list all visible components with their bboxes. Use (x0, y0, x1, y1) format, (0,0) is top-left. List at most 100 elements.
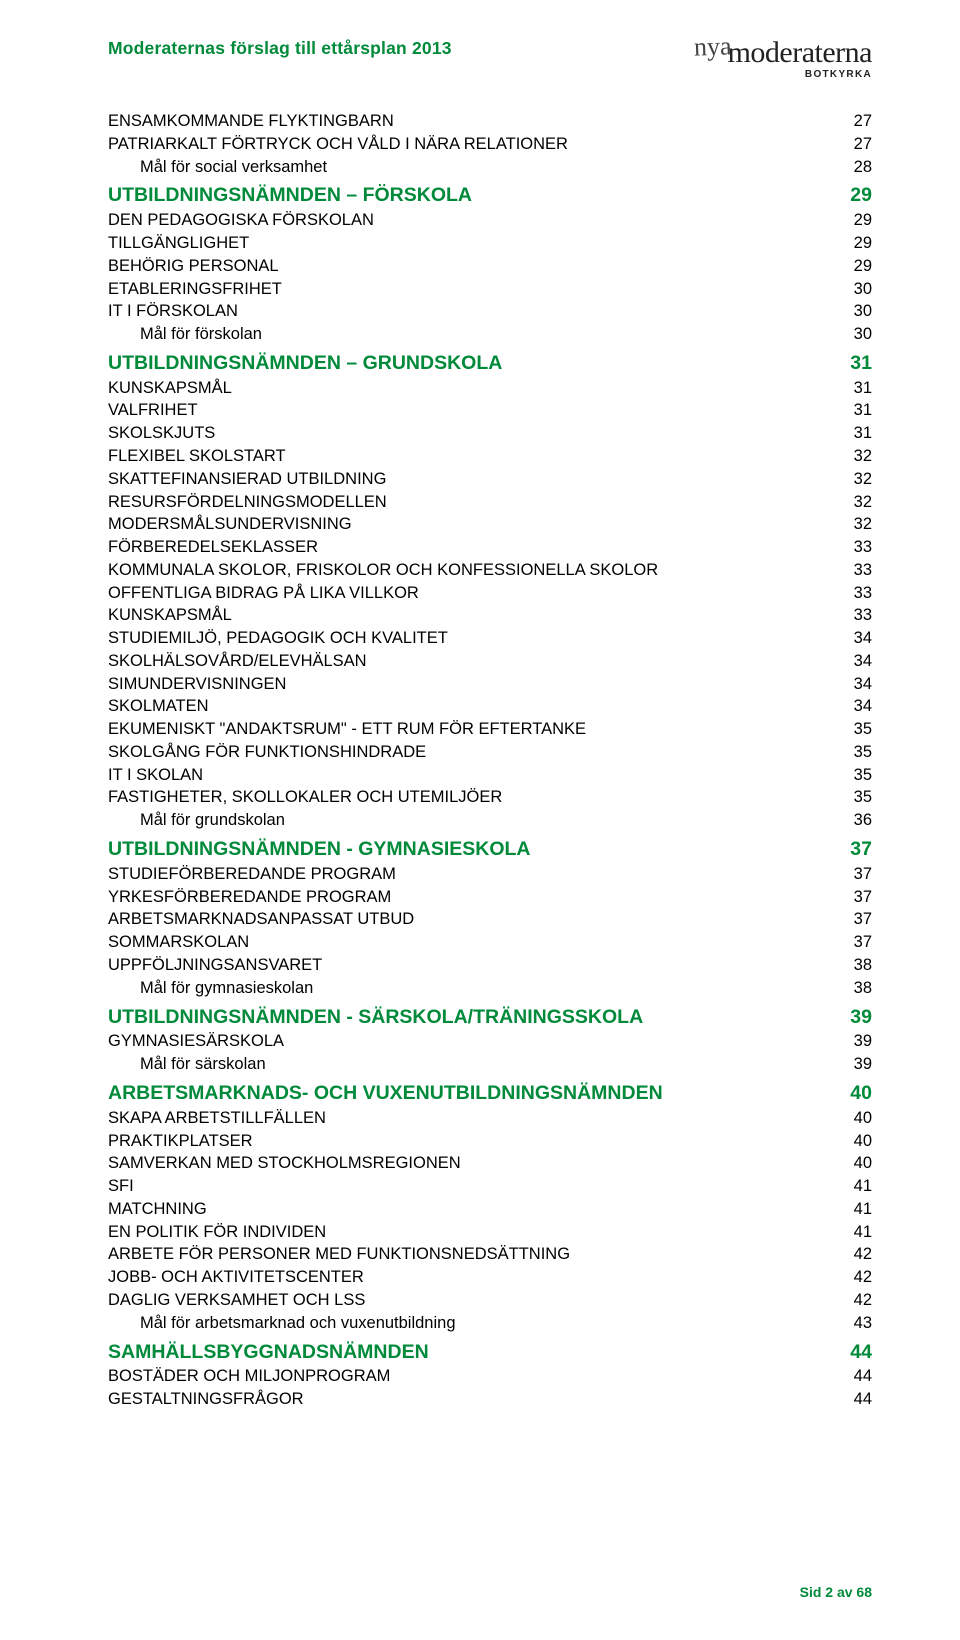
toc-entry: UTBILDNINGSNÄMNDEN – FÖRSKOLA 29 (108, 182, 872, 209)
toc-label: UPPFÖLJNINGSANSVARET (108, 954, 322, 977)
toc-label: SKOLMATEN (108, 695, 209, 718)
toc-page: 28 (850, 156, 872, 179)
toc-label: Mål för grundskolan (140, 809, 285, 832)
toc-label: SKATTEFINANSIERAD UTBILDNING (108, 468, 386, 491)
toc-entry: FÖRBEREDELSEKLASSER 33 (108, 536, 872, 559)
toc-entry: SKOLHÄLSOVÅRD/ELEVHÄLSAN 34 (108, 650, 872, 673)
toc-label: UTBILDNINGSNÄMNDEN - GYMNASIESKOLA (108, 836, 531, 863)
toc-label: TILLGÄNGLIGHET (108, 232, 249, 255)
toc-label: IT I FÖRSKOLAN (108, 300, 238, 323)
toc-page: 40 (850, 1107, 872, 1130)
toc-entry: BOSTÄDER OCH MILJONPROGRAM 44 (108, 1365, 872, 1388)
toc-label: Mål för arbetsmarknad och vuxenutbildnin… (140, 1312, 456, 1335)
toc-page: 31 (850, 399, 872, 422)
toc-entry: IT I SKOLAN 35 (108, 764, 872, 787)
table-of-contents: ENSAMKOMMANDE FLYKTINGBARN 27PATRIARKALT… (108, 110, 872, 1411)
toc-label: SKOLSKJUTS (108, 422, 215, 445)
toc-page: 33 (850, 559, 872, 582)
toc-entry: SFI 41 (108, 1175, 872, 1198)
toc-page: 40 (846, 1080, 872, 1107)
toc-entry: Mål för förskolan 30 (140, 323, 872, 346)
toc-page: 39 (850, 1053, 872, 1076)
toc-page: 41 (850, 1198, 872, 1221)
toc-label: ARBETE FÖR PERSONER MED FUNKTIONSNEDSÄTT… (108, 1243, 570, 1266)
toc-entry: BEHÖRIG PERSONAL 29 (108, 255, 872, 278)
toc-page: 40 (850, 1152, 872, 1175)
toc-page: 27 (850, 133, 872, 156)
toc-label: SAMHÄLLSBYGGNADSNÄMNDEN (108, 1339, 429, 1366)
toc-page: 38 (850, 977, 872, 1000)
toc-label: SAMVERKAN MED STOCKHOLMSREGIONEN (108, 1152, 461, 1175)
toc-page: 39 (850, 1030, 872, 1053)
toc-entry: JOBB- OCH AKTIVITETSCENTER 42 (108, 1266, 872, 1289)
toc-page: 37 (850, 931, 872, 954)
header: Moderaternas förslag till ettårsplan 201… (108, 38, 872, 80)
toc-entry: KUNSKAPSMÅL 33 (108, 604, 872, 627)
toc-label: PATRIARKALT FÖRTRYCK OCH VÅLD I NÄRA REL… (108, 133, 568, 156)
toc-page: 32 (850, 468, 872, 491)
toc-page: 39 (846, 1004, 872, 1031)
toc-label: Mål för gymnasieskolan (140, 977, 313, 1000)
toc-page: 29 (846, 182, 872, 209)
toc-page: 30 (850, 323, 872, 346)
toc-entry: KUNSKAPSMÅL 31 (108, 377, 872, 400)
toc-entry: YRKESFÖRBEREDANDE PROGRAM 37 (108, 886, 872, 909)
toc-page: 34 (850, 673, 872, 696)
toc-entry: SKATTEFINANSIERAD UTBILDNING 32 (108, 468, 872, 491)
toc-page: 41 (850, 1221, 872, 1244)
toc-page: 31 (850, 377, 872, 400)
toc-entry: STUDIEMILJÖ, PEDAGOGIK OCH KVALITET 34 (108, 627, 872, 650)
toc-label: KUNSKAPSMÅL (108, 604, 232, 627)
toc-page: 33 (850, 582, 872, 605)
toc-label: YRKESFÖRBEREDANDE PROGRAM (108, 886, 391, 909)
toc-page: 36 (850, 809, 872, 832)
toc-label: GESTALTNINGSFRÅGOR (108, 1388, 304, 1411)
toc-entry: UPPFÖLJNINGSANSVARET 38 (108, 954, 872, 977)
toc-label: SOMMARSKOLAN (108, 931, 249, 954)
toc-entry: GYMNASIESÄRSKOLA 39 (108, 1030, 872, 1053)
toc-entry: OFFENTLIGA BIDRAG PÅ LIKA VILLKOR 33 (108, 582, 872, 605)
toc-entry: SAMHÄLLSBYGGNADSNÄMNDEN 44 (108, 1339, 872, 1366)
toc-entry: MODERSMÅLSUNDERVISNING 32 (108, 513, 872, 536)
toc-label: FLEXIBEL SKOLSTART (108, 445, 286, 468)
toc-entry: Mål för särskolan 39 (140, 1053, 872, 1076)
toc-page: 44 (850, 1388, 872, 1411)
toc-label: UTBILDNINGSNÄMNDEN - SÄRSKOLA/TRÄNINGSSK… (108, 1004, 643, 1031)
toc-entry: RESURSFÖRDELNINGSMODELLEN 32 (108, 491, 872, 514)
toc-label: EKUMENISKT "ANDAKTSRUM" - ETT RUM FÖR EF… (108, 718, 586, 741)
toc-page: 35 (850, 741, 872, 764)
toc-page: 35 (850, 786, 872, 809)
toc-entry: Mål för arbetsmarknad och vuxenutbildnin… (140, 1312, 872, 1335)
logo-subtitle: BOTKYRKA (694, 70, 872, 80)
toc-label: IT I SKOLAN (108, 764, 203, 787)
page: Moderaternas förslag till ettårsplan 201… (0, 0, 960, 1640)
logo-wordmark: moderaterna (728, 38, 872, 68)
toc-label: SKOLHÄLSOVÅRD/ELEVHÄLSAN (108, 650, 367, 673)
toc-label: STUDIEMILJÖ, PEDAGOGIK OCH KVALITET (108, 627, 448, 650)
toc-entry: MATCHNING 41 (108, 1198, 872, 1221)
toc-page: 35 (850, 764, 872, 787)
toc-label: SFI (108, 1175, 134, 1198)
toc-page: 43 (850, 1312, 872, 1335)
toc-page: 44 (850, 1365, 872, 1388)
logo: nyamoderaterna BOTKYRKA (694, 38, 872, 80)
toc-label: ETABLERINGSFRIHET (108, 278, 282, 301)
document-title: Moderaternas förslag till ettårsplan 201… (108, 38, 452, 59)
toc-page: 37 (850, 886, 872, 909)
toc-label: FASTIGHETER, SKOLLOKALER OCH UTEMILJÖER (108, 786, 502, 809)
toc-page: 40 (850, 1130, 872, 1153)
toc-label: RESURSFÖRDELNINGSMODELLEN (108, 491, 387, 514)
toc-page: 42 (850, 1266, 872, 1289)
toc-entry: SOMMARSKOLAN 37 (108, 931, 872, 954)
toc-page: 29 (850, 255, 872, 278)
toc-entry: Mål för grundskolan 36 (140, 809, 872, 832)
toc-page: 32 (850, 513, 872, 536)
toc-entry: Mål för gymnasieskolan 38 (140, 977, 872, 1000)
toc-label: EN POLITIK FÖR INDIVIDEN (108, 1221, 326, 1244)
toc-page: 42 (850, 1289, 872, 1312)
toc-entry: KOMMUNALA SKOLOR, FRISKOLOR OCH KONFESSI… (108, 559, 872, 582)
toc-page: 30 (850, 278, 872, 301)
toc-label: SIMUNDERVISNINGEN (108, 673, 286, 696)
toc-label: PRAKTIKPLATSER (108, 1130, 253, 1153)
toc-label: SKOLGÅNG FÖR FUNKTIONSHINDRADE (108, 741, 426, 764)
